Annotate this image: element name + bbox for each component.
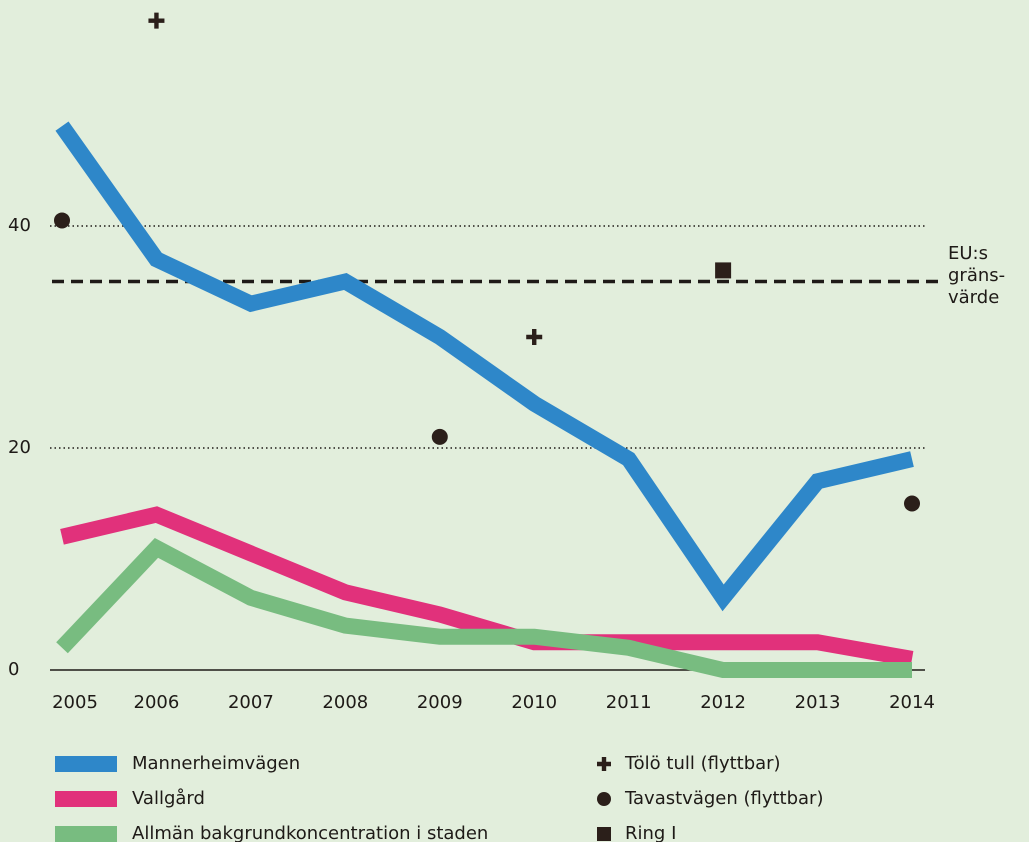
y-tick-label: 0 <box>8 659 19 680</box>
x-tick-label: 2010 <box>511 692 557 713</box>
line-series <box>60 506 914 667</box>
legend-label: Tölö tull (flyttbar) <box>624 753 781 774</box>
legend-label: Allmän bakgrundkoncentration i staden <box>132 823 488 842</box>
marker-cross <box>148 12 165 29</box>
y-tick-label: 20 <box>8 437 31 458</box>
line-series <box>56 537 912 678</box>
legend-label: Tavastvägen (flyttbar) <box>624 788 823 809</box>
x-tick-label: 2011 <box>606 692 652 713</box>
legend-label: Vallgård <box>132 788 205 809</box>
x-tick-label: 2006 <box>134 692 180 713</box>
x-tick-label: 2009 <box>417 692 463 713</box>
reference-label: EU:s <box>948 243 988 264</box>
legend-marker <box>597 827 611 841</box>
x-tick-label: 2008 <box>322 692 368 713</box>
line-series <box>55 121 914 612</box>
marker-cross <box>526 329 543 345</box>
legend-swatch <box>55 826 117 842</box>
marker-circle <box>54 212 70 229</box>
legend-label: Ring I <box>625 823 676 842</box>
legend-marker <box>597 792 611 806</box>
reference-label: gräns- <box>948 265 1005 286</box>
legend-label: Mannerheimvägen <box>132 753 300 774</box>
reference-label: värde <box>948 287 999 308</box>
x-tick-label: 2013 <box>795 692 841 713</box>
x-tick-label: 2007 <box>228 692 274 713</box>
legend-swatch <box>55 791 117 807</box>
x-tick-label: 2005 <box>52 692 98 713</box>
legend-swatch <box>55 756 117 772</box>
y-tick-label: 40 <box>8 215 31 236</box>
marker-square <box>715 262 732 279</box>
legend-marker <box>597 757 611 771</box>
x-tick-label: 2012 <box>700 692 746 713</box>
x-tick-label: 2014 <box>889 692 935 713</box>
marker-circle <box>904 495 920 512</box>
marker-circle <box>431 428 448 445</box>
